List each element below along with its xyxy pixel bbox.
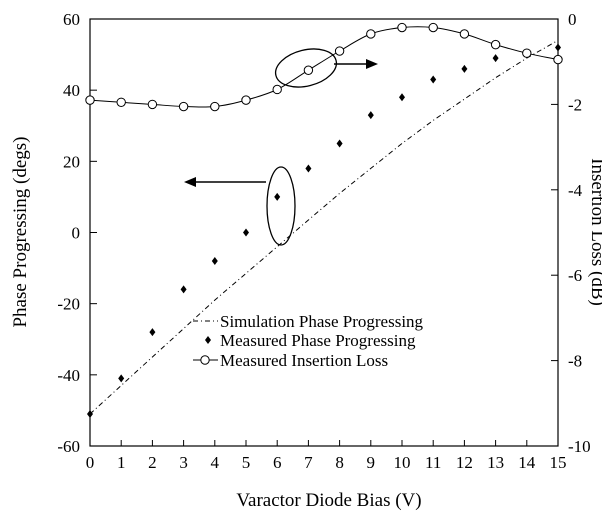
- insertion-loss-point: [272, 84, 282, 95]
- arrow-to-right-axis-head: [366, 59, 378, 69]
- legend: Simulation Phase Progressing Measured Ph…: [193, 312, 424, 370]
- x-tick-label: 1: [117, 453, 126, 472]
- x-tick-label: 9: [367, 453, 376, 472]
- insertion-loss-point: [334, 46, 345, 56]
- legend-swatch-measured-phase: [205, 336, 211, 344]
- measured-phase-point: [118, 374, 125, 383]
- y-tick-label: 20: [63, 152, 80, 171]
- legend-swatch-insertion-loss-marker: [200, 355, 210, 365]
- legend-label-measured-phase: Measured Phase Progressing: [220, 331, 416, 350]
- y-tick-label: 0: [72, 224, 81, 243]
- insertion-loss-point: [241, 95, 251, 105]
- y2-tick-label: -4: [568, 181, 583, 200]
- measured-phase-point: [180, 285, 187, 294]
- y-tick-label: -60: [57, 437, 80, 456]
- x-tick-label: 6: [273, 453, 282, 472]
- y2-axis-title: Insertion Loss (dB): [587, 158, 602, 306]
- measured-phase-point: [492, 54, 499, 63]
- insertion-loss-point: [147, 99, 158, 110]
- y2-tick-label: -2: [568, 95, 582, 114]
- x-axis-title: Varactor Diode Bias (V): [236, 490, 421, 511]
- y2-tick-label: -10: [568, 437, 591, 456]
- x-tick-label: 12: [456, 453, 473, 472]
- y2-tick-label: -6: [568, 266, 582, 285]
- insertion-loss-point: [116, 97, 126, 107]
- insertion-loss-point: [85, 95, 95, 105]
- measured-phase-point: [430, 75, 437, 84]
- insertion-loss-point: [178, 101, 189, 112]
- insertion-loss-curve-marker: [274, 48, 338, 88]
- y-tick-label: 60: [63, 10, 80, 29]
- simulation-phase-line: [89, 39, 559, 415]
- insertion-loss-point: [366, 29, 376, 39]
- x-tick-label: 11: [425, 453, 441, 472]
- plot-area: 0 1 2 3 4 5 6 7 8 9 10 11 12 13 14 156040200-20-40-600-…: [57, 10, 590, 472]
- insertion-loss-line: [89, 26, 559, 108]
- x-tick-label: 0: [86, 453, 95, 472]
- x-tick-label: 10: [394, 453, 411, 472]
- measured-phase-point: [336, 139, 343, 148]
- x-tick-label: 7: [304, 453, 313, 472]
- measured-phase-point: [399, 93, 405, 102]
- measured-phase-point: [367, 111, 374, 120]
- phase-curve-marker: [266, 166, 296, 246]
- y-tick-label: 40: [63, 81, 80, 100]
- y-tick-label: -20: [57, 295, 80, 314]
- insertion-loss-point: [303, 65, 314, 75]
- insertion-loss-point: [428, 22, 438, 33]
- x-tick-label: 14: [518, 453, 536, 472]
- x-tick-label: 8: [335, 453, 344, 472]
- x-tick-label: 3: [179, 453, 188, 472]
- x-tick-label: 5: [242, 453, 251, 472]
- insertion-loss-point: [397, 22, 407, 33]
- measured-phase-point: [149, 328, 156, 337]
- insertion-loss-point: [553, 54, 563, 65]
- x-tick-label: 2: [148, 453, 157, 472]
- legend-label-insertion-loss: Measured Insertion Loss: [220, 351, 388, 370]
- arrow-to-left-axis-head: [184, 177, 196, 187]
- measured-phase-point: [305, 164, 312, 173]
- y-axis-title: Phase Progressing (degs): [10, 136, 31, 327]
- measured-phase-point: [87, 409, 93, 418]
- insertion-loss-point: [490, 39, 501, 50]
- x-tick-label: 4: [211, 453, 220, 472]
- measured-phase-point: [555, 43, 561, 52]
- insertion-loss-point: [459, 29, 470, 39]
- insertion-loss-point: [522, 48, 532, 58]
- insertion-loss-point: [210, 101, 220, 112]
- x-tick-label: 15: [550, 453, 567, 472]
- x-tick-label: 13: [487, 453, 504, 472]
- measured-phase-point: [461, 64, 468, 73]
- legend-label-simulation: Simulation Phase Progressing: [220, 312, 424, 331]
- y-tick-label: -40: [57, 366, 80, 385]
- annotations: [184, 48, 378, 246]
- measured-phase-point: [274, 192, 281, 201]
- measured-phase-point: [211, 256, 218, 265]
- y2-tick-label: -8: [568, 352, 582, 371]
- measured-phase-point: [243, 228, 249, 237]
- y2-tick-label: 0: [568, 10, 577, 29]
